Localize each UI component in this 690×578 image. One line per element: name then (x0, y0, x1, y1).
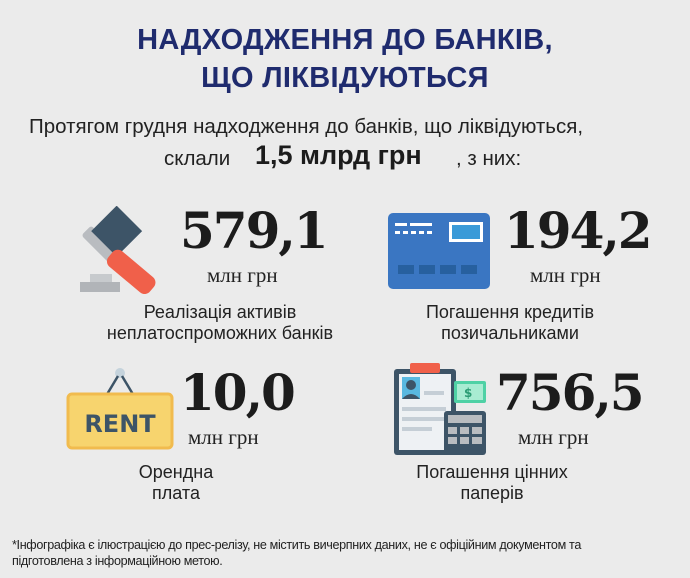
label-asset-sales: Реалізація активів неплатоспроможних бан… (60, 302, 380, 344)
label-line-2: неплатоспроможних банків (106, 323, 334, 343)
value-rent: 10,0 (180, 363, 296, 422)
title-line-1: НАДХОДЖЕННЯ ДО БАНКІВ, (137, 24, 553, 56)
value-asset-sales: 579,1 (180, 201, 329, 260)
intro-prefix: склали (164, 147, 231, 170)
unit-loan-repayment: млн грн (530, 263, 601, 287)
label-line-1: Реалізація активів (143, 302, 297, 322)
intro-total: 1,5 млрд грн (255, 140, 422, 170)
rent-sign-text: RENT (84, 410, 156, 438)
rent-sign-icon: RENT (66, 368, 174, 450)
label-line-2: плата (152, 483, 200, 503)
unit-rent: млн грн (188, 425, 259, 449)
label-loan-repayment: Погашення кредитів позичальниками (370, 302, 650, 344)
label-line-1: Погашення кредитів (425, 302, 595, 322)
credit-card-icon (388, 213, 490, 289)
label-line-1: Орендна (138, 462, 214, 482)
label-rent: Орендна плата (96, 462, 256, 504)
value-loan-repayment: 194,2 (504, 201, 653, 260)
intro-suffix: , з них: (456, 147, 522, 170)
label-line-1: Погашення цінних (416, 462, 568, 482)
label-securities-repayment: Погашення цінних паперів (372, 462, 612, 504)
label-line-2: паперів (460, 483, 524, 503)
title-line-2: ЩО ЛІКВІДУЮТЬСЯ (201, 62, 489, 94)
footnote-line-2: підготовлена з інформаційною метою. (12, 554, 223, 568)
securities-clipboard-icon: $ (394, 363, 486, 455)
unit-securities-repayment: млн грн (518, 425, 589, 449)
unit-asset-sales: млн грн (207, 263, 278, 287)
svg-text:$: $ (464, 386, 472, 400)
value-securities-repayment: 756,5 (496, 363, 645, 422)
footnote: *Інфографіка є ілюстрацією до прес-реліз… (12, 537, 581, 569)
gavel-icon (80, 206, 156, 294)
label-line-2: позичальниками (441, 323, 579, 343)
footnote-line-1: *Інфографіка є ілюстрацією до прес-реліз… (12, 538, 581, 552)
intro-line-1: Протягом грудня надходження до банків, щ… (29, 115, 584, 138)
